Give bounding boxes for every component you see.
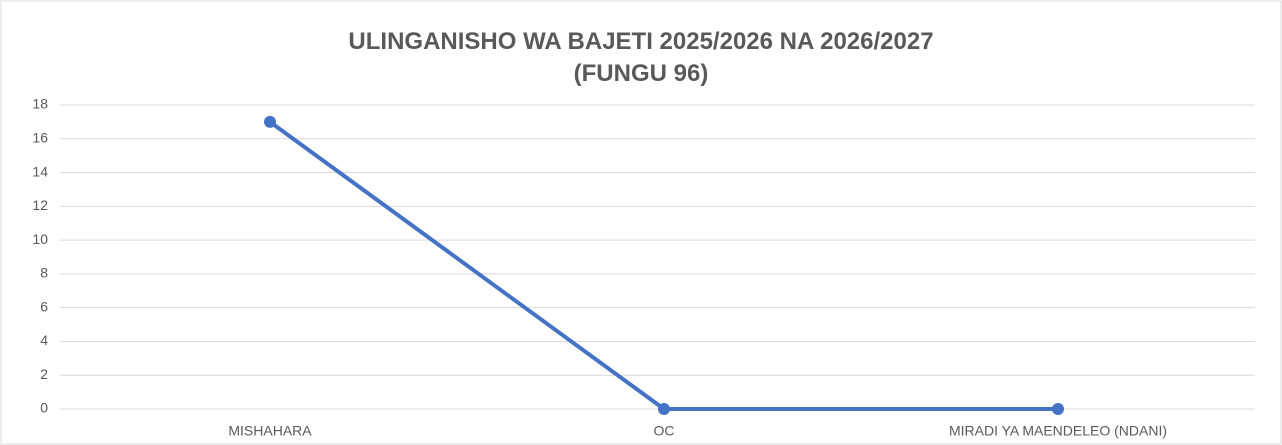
marker [658,403,670,415]
x-tick-label: MISHAHARA [228,423,312,439]
y-tick-label: 2 [40,366,48,382]
x-tick-label: MIRADI YA MAENDELEO (NDANI) [949,423,1167,439]
y-tick-label: 18 [32,96,48,112]
y-tick-label: 12 [32,197,48,213]
y-tick-label: 14 [32,163,48,179]
chart-title: ULINGANISHO WA BAJETI 2025/2026 NA 2026/… [348,28,934,87]
x-tick-label: OC [654,423,675,439]
y-tick-label: 0 [40,400,48,416]
y-tick-label: 16 [32,129,48,145]
y-tick-label: 8 [40,265,48,281]
marker [264,115,276,128]
marker [1052,403,1064,415]
y-tick-label: 10 [32,231,48,247]
y-tick-label: 4 [40,332,48,348]
y-tick-label: 6 [40,298,48,314]
